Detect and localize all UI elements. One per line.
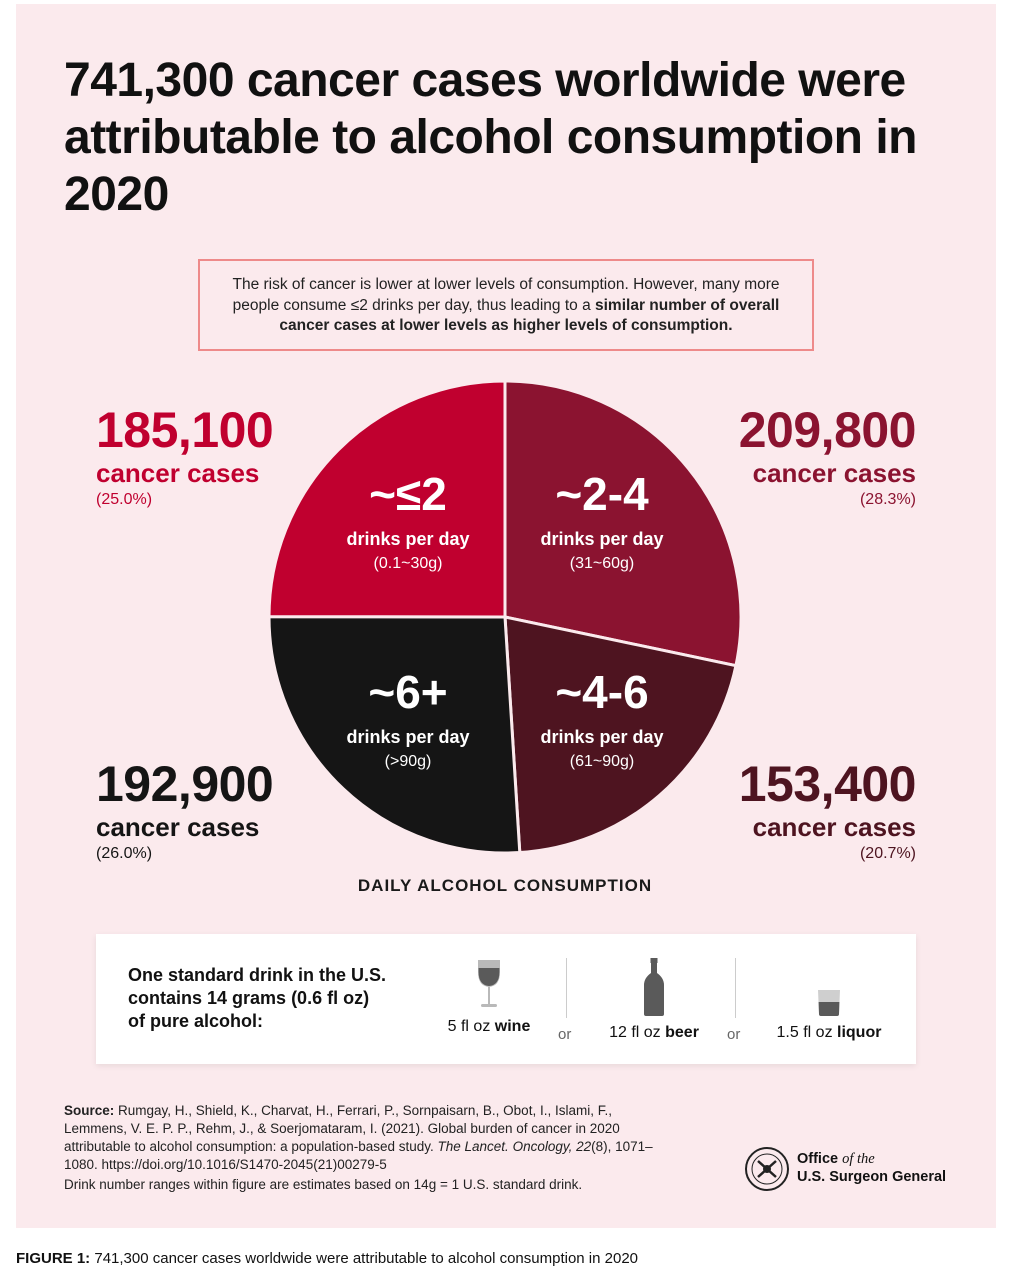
page-title: 741,300 cancer cases worldwide were attr… [64,54,918,221]
slice-grams: (31~60g) [570,555,635,572]
footnote: Drink number ranges within figure are es… [64,1177,583,1192]
slice-sublabel: drinks per day [540,529,663,549]
slice-sublabel: drinks per day [346,727,469,747]
stat-value: 209,800 [738,402,917,458]
slice-label: ~2-4 [555,468,649,520]
or-label: or [558,1026,572,1043]
stat-percent: (28.3%) [859,491,916,508]
drink-wine: 5 fl oz wine [434,958,544,1036]
slice-label: ~6+ [368,666,447,718]
stat-percent: (25.0%) [96,491,153,508]
org-name: Office of the U.S. Surgeon General [797,1151,947,1185]
stat-4to6: 153,400 cancer cases (20.7%) [738,756,917,866]
stat-unit: cancer cases [96,458,260,488]
drink-liquor: 1.5 fl oz liquor [764,958,894,1042]
liquor-glass-icon [818,990,840,1016]
slice-sublabel: drinks per day [540,727,663,747]
slice-grams: (>90g) [385,753,432,770]
or-label: or [727,1026,741,1043]
slice-label-group: ~≤2 drinks per day (0.1~30g) [346,468,469,572]
stat-unit: cancer cases [96,812,260,842]
surgeon-general-seal-icon [745,1147,789,1191]
stat-2to4: 209,800 cancer cases (28.3%) [738,402,917,512]
wine-glass-icon [478,960,500,1007]
stat-percent: (20.7%) [859,845,916,862]
slice-label-group: ~2-4 drinks per day (31~60g) [540,468,663,572]
slice-le2 [267,380,507,619]
slice-grams: (0.1~30g) [374,555,443,572]
slice-6plus [267,615,522,854]
stat-percent: (26.0%) [96,845,153,862]
slice-4to6 [503,615,738,854]
stat-value: 185,100 [96,402,274,458]
slice-grams: (61~90g) [570,753,635,770]
slice-label-group: ~6+ drinks per day (>90g) [346,666,469,770]
slice-label-group: ~4-6 drinks per day (61~90g) [540,666,663,770]
stat-value: 153,400 [738,756,917,812]
stat-unit: cancer cases [752,812,916,842]
figure-caption: FIGURE 1: 741,300 cancer cases worldwide… [16,1250,639,1267]
drink-caption: 12 fl oz beer [609,1024,699,1041]
pie-chart: ~≤2 drinks per day (0.1~30g) ~2-4 drinks per… [267,380,743,854]
beer-bottle-icon [644,958,664,1016]
drink-caption: 5 fl oz wine [447,1018,531,1035]
stat-unit: cancer cases [752,458,916,488]
risk-callout: The risk of cancer is lower at lower lev… [198,259,814,351]
drink-caption: 1.5 fl oz liquor [776,1024,882,1041]
divider [566,958,567,1018]
source-citation: Source: Rumgay, H., Shield, K., Charvat,… [64,1103,653,1172]
slice-label: ~≤2 [369,468,447,520]
standard-drink-definition: One standard drink in the U.S. contains … [128,965,387,1031]
divider [735,958,736,1018]
stat-le2: 185,100 cancer cases (25.0%) [96,402,274,512]
slice-label: ~4-6 [555,666,648,718]
stat-value: 192,900 [96,756,274,812]
standard-drink-box: One standard drink in the U.S. contains … [96,934,916,1064]
callout-text: The risk of cancer is lower at lower lev… [232,276,780,314]
callout-bold-text: similar number of overall cancer cases a… [279,296,780,335]
drink-beer: 12 fl oz beer [594,958,714,1042]
stat-6plus: 192,900 cancer cases (26.0%) [96,756,274,866]
slice-2to4 [503,380,743,668]
slice-sublabel: drinks per day [346,529,469,549]
x-axis-label: DAILY ALCOHOL CONSUMPTION [357,876,653,895]
